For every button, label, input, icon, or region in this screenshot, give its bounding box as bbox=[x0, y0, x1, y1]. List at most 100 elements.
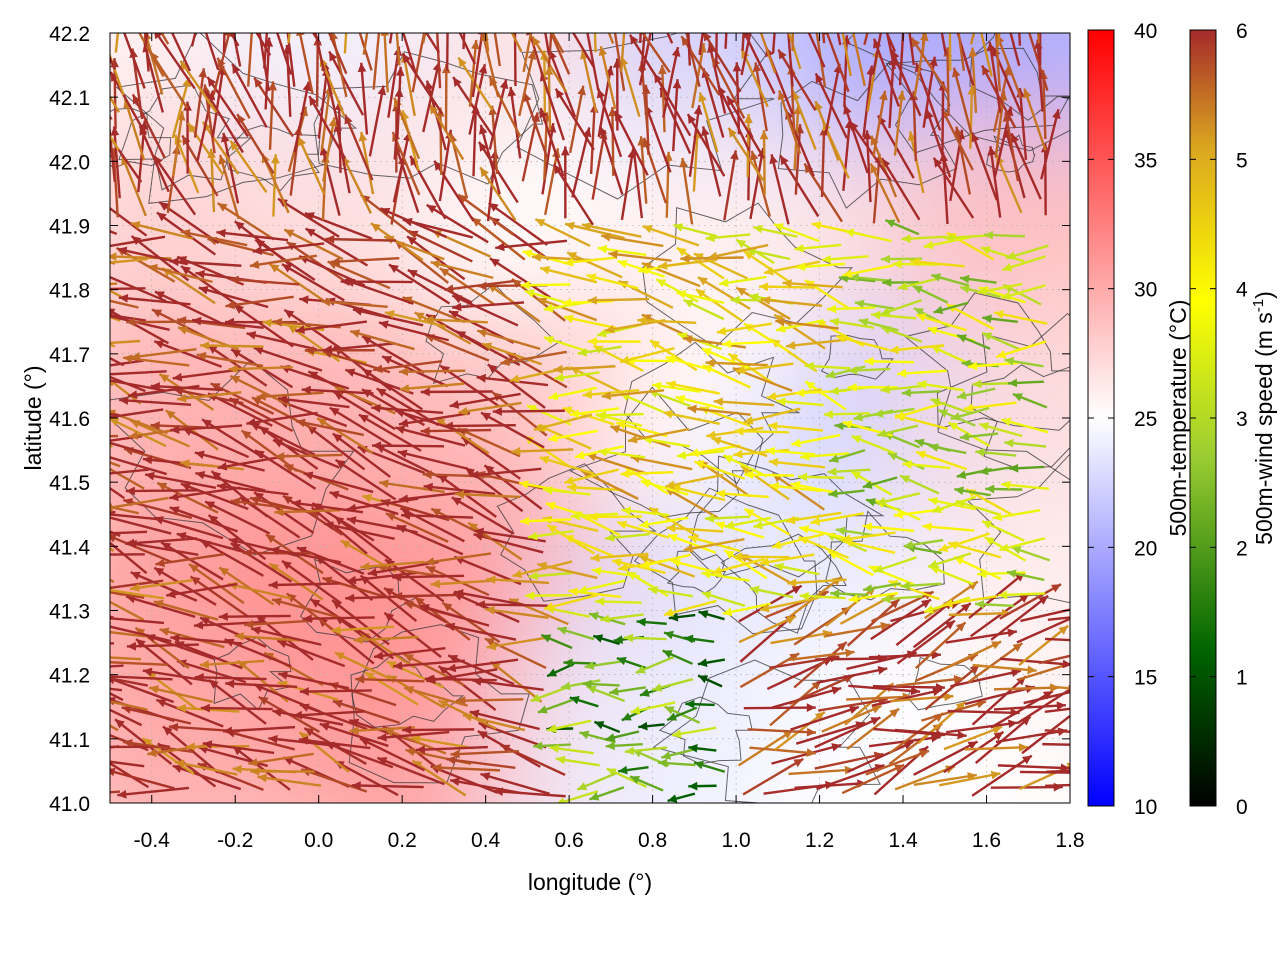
wind-arrow bbox=[939, 770, 1001, 787]
colorbar-tick-label: 25 bbox=[1134, 408, 1157, 431]
wind-arrow bbox=[562, 298, 614, 308]
wind-arrow bbox=[670, 558, 722, 575]
wind-arrow bbox=[900, 581, 942, 591]
wind-arrow bbox=[174, 759, 238, 776]
wind-arrow bbox=[489, 257, 551, 299]
wind-arrow bbox=[970, 132, 998, 201]
wind-arrow bbox=[222, 725, 295, 736]
wind-arrow bbox=[908, 33, 916, 66]
wind-arrow bbox=[110, 359, 144, 367]
wind-arrow bbox=[749, 585, 794, 599]
wind-arrow bbox=[451, 496, 515, 535]
wind-arrow bbox=[468, 39, 480, 107]
wind-arrow bbox=[722, 602, 772, 617]
wind-arrow bbox=[533, 413, 593, 432]
wind-arrow bbox=[524, 289, 572, 306]
wind-arrow bbox=[221, 132, 240, 204]
wind-arrow bbox=[872, 90, 888, 157]
x-tick-label: 0.8 bbox=[638, 829, 667, 852]
x-tick-label: 0.4 bbox=[471, 829, 501, 852]
wind-arrow bbox=[759, 553, 815, 567]
wind-arrow bbox=[567, 483, 624, 492]
wind-arrow bbox=[959, 274, 997, 284]
wind-arrow bbox=[351, 781, 424, 790]
wind-arrow bbox=[769, 481, 822, 493]
x-tick-label: 1.0 bbox=[721, 829, 750, 852]
wind-arrow bbox=[147, 264, 213, 284]
wind-arrow bbox=[759, 130, 769, 195]
wind-arrow bbox=[688, 743, 717, 753]
wind-arrow bbox=[110, 530, 148, 535]
colorbar-tick-label: 10 bbox=[1134, 796, 1157, 819]
wind-arrow bbox=[885, 33, 897, 52]
wind-arrow bbox=[620, 469, 674, 479]
wind-arrow bbox=[769, 154, 790, 225]
wind-arrow bbox=[804, 361, 851, 371]
wind-arrow bbox=[395, 66, 405, 139]
wind-arrow bbox=[931, 495, 977, 514]
wind-arrow bbox=[896, 619, 956, 665]
wind-arrow bbox=[658, 64, 667, 133]
wind-arrow bbox=[642, 224, 700, 247]
wind-arrow bbox=[469, 709, 540, 731]
wind-arrow bbox=[663, 599, 717, 617]
wind-arrow bbox=[636, 617, 667, 627]
wind-arrow bbox=[848, 592, 899, 603]
wind-arrow bbox=[732, 62, 742, 135]
wind-arrow bbox=[701, 591, 746, 607]
wind-arrow bbox=[841, 531, 896, 543]
wind-arrow bbox=[735, 286, 791, 320]
wind-arrow bbox=[169, 506, 239, 533]
wind-arrow bbox=[371, 403, 444, 415]
wind-arrow bbox=[303, 471, 374, 494]
wind-arrow bbox=[250, 626, 322, 646]
wind-arrow bbox=[815, 33, 827, 88]
wind-arrow bbox=[862, 476, 898, 489]
wind-arrow bbox=[649, 339, 698, 372]
wind-arrow bbox=[110, 408, 164, 419]
wind-arrow bbox=[627, 427, 690, 444]
wind-arrow bbox=[253, 77, 294, 138]
wind-arrow bbox=[110, 553, 145, 556]
wind-arrow bbox=[766, 388, 823, 401]
wind-arrow bbox=[980, 33, 993, 77]
wind-arrow bbox=[1004, 356, 1044, 368]
wind-arrow bbox=[586, 33, 600, 91]
wind-arrow bbox=[430, 579, 495, 589]
wind-arrow bbox=[271, 597, 339, 619]
colorbar-tick-label: 20 bbox=[1134, 537, 1157, 560]
wind-arrow bbox=[950, 406, 990, 421]
wind-arrow bbox=[810, 512, 864, 526]
wind-arrow bbox=[468, 63, 488, 135]
wind-arrow bbox=[295, 320, 367, 334]
wind-arrow bbox=[608, 250, 672, 262]
wind-arrow bbox=[329, 406, 392, 447]
wind-arrow bbox=[1009, 33, 1021, 66]
wind-arrow bbox=[296, 33, 314, 94]
wind-arrow bbox=[456, 696, 524, 705]
wind-arrow bbox=[707, 43, 727, 114]
wind-arrow bbox=[510, 33, 523, 53]
wind-arrow bbox=[110, 468, 150, 475]
wind-arrow bbox=[352, 307, 424, 327]
wind-arrow bbox=[1038, 654, 1070, 665]
wind-arrow bbox=[666, 380, 720, 395]
wind-arrow bbox=[694, 460, 745, 480]
wind-arrow bbox=[743, 407, 801, 425]
wind-arrow bbox=[1016, 617, 1070, 644]
wind-arrow bbox=[862, 522, 915, 533]
wind-arrow bbox=[480, 411, 545, 449]
wind-arrow bbox=[933, 301, 969, 315]
wind-arrow bbox=[234, 220, 293, 267]
wind-arrow bbox=[372, 441, 445, 451]
wind-arrow bbox=[715, 521, 765, 539]
wind-arrow bbox=[775, 319, 824, 333]
wind-arrow bbox=[123, 354, 190, 367]
wind-arrow bbox=[286, 33, 296, 87]
wind-arrow bbox=[782, 279, 843, 289]
wind-arrow bbox=[759, 33, 777, 74]
wind-arrow bbox=[609, 425, 671, 448]
wind-arrow bbox=[110, 71, 147, 136]
wind-arrow bbox=[244, 619, 313, 629]
wind-arrow bbox=[304, 211, 373, 240]
